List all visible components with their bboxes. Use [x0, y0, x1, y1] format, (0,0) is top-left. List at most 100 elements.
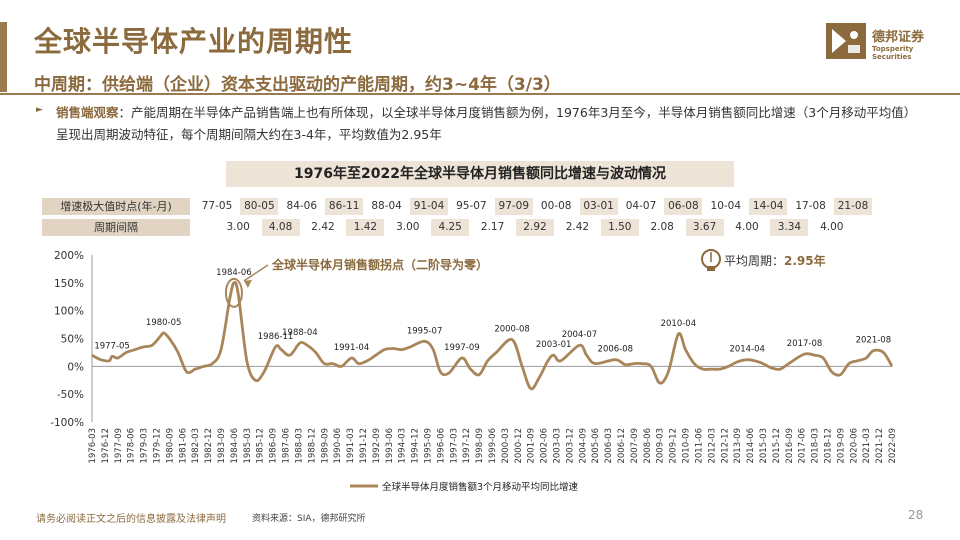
x-tick-label: 1977-09 [114, 428, 124, 464]
x-tick-label: 2003-12 [565, 428, 575, 464]
x-tick-label: 1989-09 [320, 428, 330, 464]
x-tick-label: 2017-06 [798, 428, 808, 464]
page-number: 28 [908, 508, 924, 522]
interval-cell: 3.00 [226, 221, 250, 233]
y-tick-label: 0% [67, 361, 84, 373]
peak-cell: 00-08 [540, 200, 572, 212]
y-tick-label: 50% [61, 334, 84, 346]
x-tick-label: 1994-03 [398, 428, 408, 464]
x-tick-label: 2013-09 [733, 428, 743, 464]
x-tick-label: 1994-12 [411, 428, 421, 464]
x-tick-label: 1990-06 [333, 428, 343, 464]
x-tick-label: 2011-06 [694, 428, 704, 464]
average-cycle-label: 平均周期：2.95年 [724, 252, 826, 269]
peak-annotation: 1977-05 [94, 341, 130, 351]
paragraph-text: ：产能周期在半导体产品销售端上也有所体现，以全球半导体月度销售额为例，1976年… [56, 105, 917, 142]
peak-row: 增速极大值时点(年-月) 77-05 80-05 84-06 86-11 88-04 91… [42, 198, 902, 215]
x-tick-label: 1978-06 [127, 428, 137, 464]
interval-cell: 4.25 [431, 219, 470, 236]
interval-cell: 4.00 [820, 221, 844, 233]
peak-annotation: 2000-08 [494, 325, 530, 335]
x-tick-label: 2012-03 [707, 428, 717, 464]
x-tick-label: 2015-12 [772, 428, 782, 464]
x-tick-label: 1997-03 [449, 428, 459, 464]
x-tick-label: 2002-06 [540, 428, 550, 464]
interval-cell: 4.08 [261, 219, 300, 236]
peak-annotation: 2003-01 [536, 340, 572, 350]
interval-cell: 4.00 [735, 221, 759, 233]
x-tick-label: 1988-03 [294, 428, 304, 464]
x-tick-label: 2007-09 [630, 428, 640, 464]
x-tick-label: 2018-12 [823, 428, 833, 464]
logo-text-en: Topsperity Securities [872, 45, 914, 61]
peak-cell: 03-01 [579, 198, 618, 215]
y-tick-label: 100% [54, 306, 84, 318]
peak-cell: 10-04 [710, 200, 742, 212]
peak-cell: 77-05 [201, 200, 233, 212]
interval-cell: 2.17 [480, 221, 505, 233]
footer-source: 资料来源：SIA，德邦研究所 [252, 514, 366, 524]
x-tick-label: 1985-12 [256, 428, 266, 464]
peak-cell: 06-08 [664, 198, 703, 215]
body-paragraph: 销售端观察：产能周期在半导体产品销售端上也有所体现，以全球半导体月度销售额为例，… [56, 102, 926, 146]
logo-mark-icon [826, 23, 866, 59]
x-tick-label: 2010-09 [682, 428, 692, 464]
footer-disclaimer: 请务必阅读正文之后的信息披露及法律声明 [36, 514, 226, 525]
x-tick-label: 1998-09 [475, 428, 485, 464]
interval-cell: 3.67 [685, 219, 724, 236]
interval-cell: 3.34 [770, 219, 809, 236]
peak-cell: 17-08 [795, 200, 826, 212]
peak-annotation: 2021-08 [856, 336, 892, 346]
legend-label: 全球半导体月度销售额3个月移动平均同比增速 [382, 481, 579, 493]
x-tick-label: 1980-09 [165, 428, 175, 464]
bullet-icon: ► [36, 105, 43, 115]
x-tick-label: 2008-06 [643, 428, 653, 464]
x-tick-label: 2005-06 [591, 428, 601, 464]
lightbulb-icon [701, 249, 721, 271]
x-tick-label: 1993-06 [385, 428, 395, 464]
x-tick-label: 1983-09 [217, 428, 227, 464]
y-tick-label: -50% [57, 389, 84, 401]
paragraph-highlight: 销售端观察 [56, 105, 119, 120]
x-tick-label: 1996-06 [436, 428, 446, 464]
x-tick-label: 2018-03 [811, 428, 821, 464]
title-accent-bar [0, 22, 7, 92]
x-tick-label: 2004-09 [578, 428, 588, 464]
callout-arrow [243, 264, 269, 282]
x-tick-label: 2016-09 [785, 428, 795, 464]
x-tick-label: 1982-12 [204, 428, 214, 464]
interval-cell: 2.92 [516, 219, 554, 236]
page-title: 全球半导体产业的周期性 [34, 25, 354, 58]
x-tick-label: 2001-09 [527, 428, 537, 464]
y-tick-label: 150% [54, 278, 84, 290]
peak-annotation: 1995-07 [407, 326, 443, 336]
average-cycle-value: 2.95年 [784, 254, 826, 268]
peak-annotation: 1991-04 [334, 343, 370, 353]
x-tick-label: 1988-12 [307, 428, 317, 464]
x-tick-label: 1984-06 [230, 428, 240, 464]
page-subtitle: 中周期：供给端（企业）资本支出驱动的产能周期，约3~4年（3/3） [34, 75, 561, 95]
peak-cell: 14-04 [749, 198, 788, 215]
peak-cell: 91-04 [410, 198, 448, 215]
peak-annotation: 2004-07 [562, 330, 598, 340]
x-tick-label: 1992-09 [372, 428, 382, 464]
x-tick-label: 2022-09 [888, 428, 898, 464]
chart-title: 1976年至2022年全球半导体月销售额同比增速与波动情况 [226, 161, 734, 187]
peak-annotation: 2014-04 [729, 345, 765, 355]
peak-cell: 84-06 [286, 200, 318, 212]
x-tick-label: 2009-12 [669, 428, 679, 464]
x-tick-label: 1987-06 [282, 428, 292, 464]
interval-row-label: 周期间隔 [42, 219, 190, 236]
x-tick-label: 2003-03 [553, 428, 563, 464]
peak-annotation: 1980-05 [146, 318, 182, 328]
x-tick-label: 1999-06 [488, 428, 498, 464]
x-tick-label: 1986-09 [269, 428, 279, 464]
x-tick-label: 2006-03 [604, 428, 614, 464]
x-tick-label: 2021-03 [862, 428, 872, 464]
logo-text-cn: 德邦证券 [872, 30, 925, 45]
x-tick-label: 2006-12 [617, 428, 627, 464]
peak-cell: 80-05 [240, 198, 279, 215]
y-tick-label: -100% [50, 417, 84, 429]
x-tick-label: 1981-06 [178, 428, 188, 464]
